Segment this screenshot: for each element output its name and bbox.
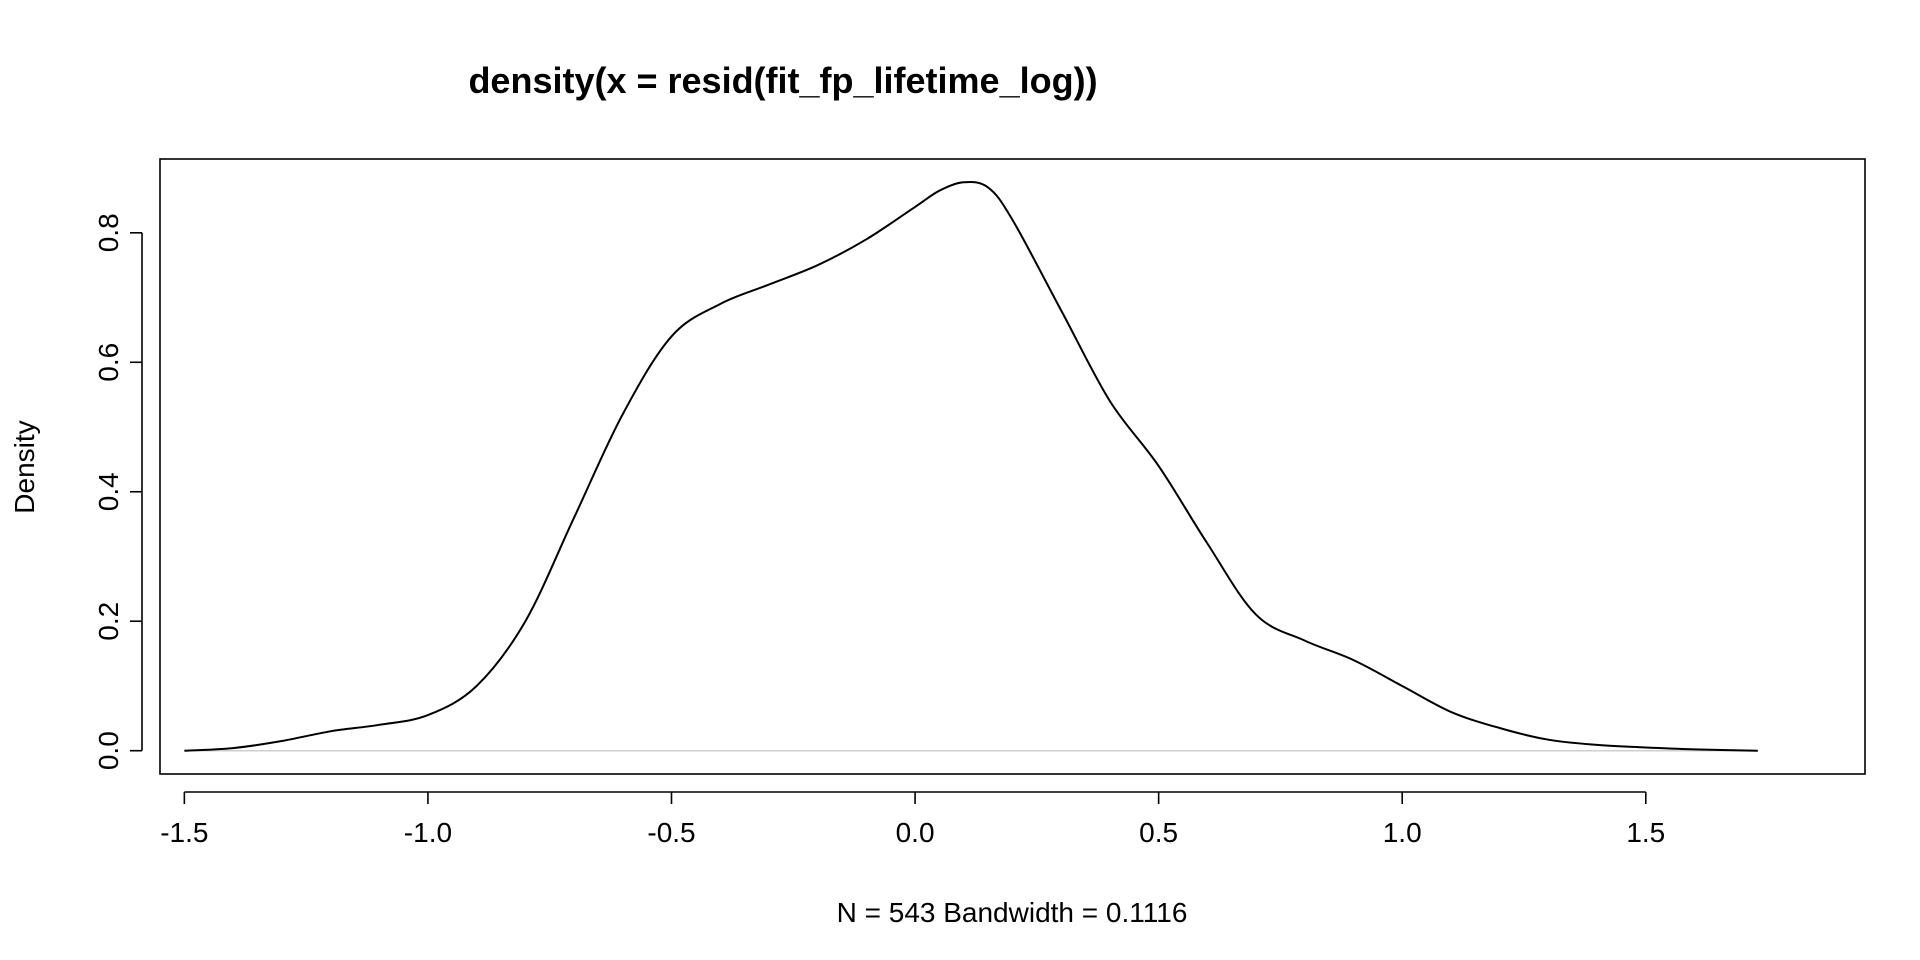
y-tick-label: 0.2: [93, 602, 124, 641]
x-tick-label: -0.5: [647, 817, 695, 848]
y-tick-label: 0.4: [93, 472, 124, 511]
y-axis-label: Density: [9, 420, 40, 513]
chart-title: density(x = resid(fit_fp_lifetime_log)): [468, 60, 1097, 101]
x-tick-label: 1.0: [1383, 817, 1422, 848]
x-axis: -1.5 -1.0 -0.5 0.0 0.5 1.0 1.5: [160, 791, 1665, 848]
x-axis-label: N = 543 Bandwidth = 0.1116: [837, 897, 1188, 928]
x-tick-label: -1.0: [404, 817, 452, 848]
x-tick-label: 0.5: [1139, 817, 1178, 848]
plot-frame: [159, 158, 1866, 775]
x-tick-label: 1.5: [1626, 817, 1665, 848]
y-tick-label: 0.6: [93, 343, 124, 382]
y-axis: 0.0 0.2 0.4 0.6 0.8: [93, 213, 143, 770]
y-tick-label: 0.0: [93, 731, 124, 770]
density-curve: [184, 181, 1758, 752]
y-tick-label: 0.8: [93, 213, 124, 252]
x-tick-label: 0.0: [896, 817, 935, 848]
x-tick-label: -1.5: [160, 817, 208, 848]
